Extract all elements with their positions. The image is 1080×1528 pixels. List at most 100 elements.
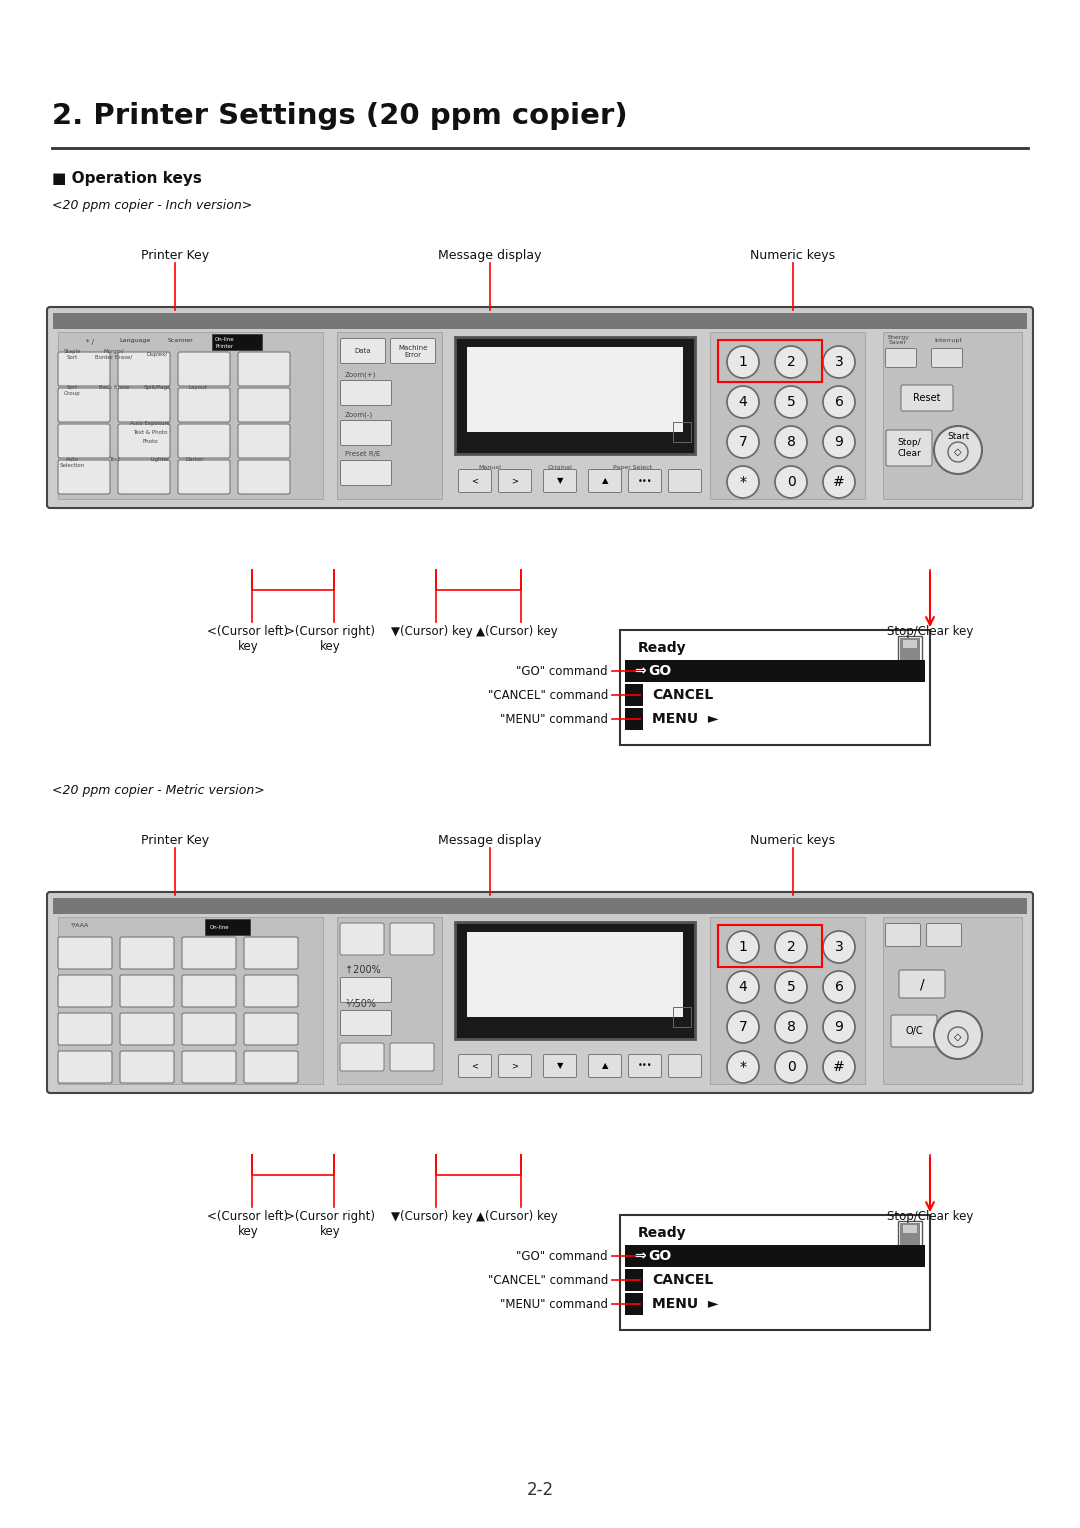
- Text: ▲(Cursor) key: ▲(Cursor) key: [476, 1210, 558, 1222]
- FancyBboxPatch shape: [340, 380, 391, 405]
- Text: #: #: [833, 475, 845, 489]
- Text: ◇: ◇: [955, 448, 962, 457]
- Circle shape: [727, 970, 759, 1002]
- Text: >(Cursor right)
key: >(Cursor right) key: [285, 1210, 375, 1238]
- Text: Numeric keys: Numeric keys: [751, 249, 836, 261]
- FancyBboxPatch shape: [391, 339, 435, 364]
- FancyBboxPatch shape: [120, 975, 174, 1007]
- Text: 4: 4: [739, 979, 747, 995]
- Text: <: <: [472, 1062, 478, 1071]
- FancyBboxPatch shape: [886, 429, 932, 466]
- Circle shape: [775, 426, 807, 458]
- Text: ■ Operation keys: ■ Operation keys: [52, 171, 202, 185]
- Text: Start: Start: [947, 431, 969, 440]
- FancyBboxPatch shape: [118, 460, 170, 494]
- Text: <20 ppm copier - Metric version>: <20 ppm copier - Metric version>: [52, 784, 265, 796]
- Bar: [718, 341, 822, 382]
- Text: Data: Data: [354, 348, 372, 354]
- Text: *: *: [740, 1060, 746, 1074]
- Text: >(Cursor right)
key: >(Cursor right) key: [285, 625, 375, 652]
- Text: "CANCEL" command: "CANCEL" command: [488, 689, 608, 701]
- Text: Staple: Staple: [64, 348, 81, 353]
- Bar: [337, 917, 442, 1083]
- FancyBboxPatch shape: [178, 460, 230, 494]
- Text: CANCEL: CANCEL: [652, 1273, 713, 1287]
- Text: #: #: [833, 1060, 845, 1074]
- FancyBboxPatch shape: [629, 1054, 661, 1077]
- Text: MENU  ►: MENU ►: [652, 1297, 718, 1311]
- Text: >: >: [512, 477, 518, 486]
- Circle shape: [727, 387, 759, 419]
- Text: 6: 6: [835, 396, 843, 410]
- Text: 1: 1: [739, 940, 747, 953]
- FancyBboxPatch shape: [244, 1013, 298, 1045]
- Text: Machine
Error: Machine Error: [399, 344, 428, 358]
- Bar: [455, 921, 696, 1039]
- Text: 0: 0: [786, 1060, 795, 1074]
- Text: 9: 9: [835, 1021, 843, 1034]
- Circle shape: [775, 387, 807, 419]
- Text: 1: 1: [739, 354, 747, 368]
- Bar: [337, 332, 442, 500]
- Bar: [897, 636, 922, 665]
- Text: Lighter: Lighter: [150, 457, 170, 461]
- Text: /: /: [920, 976, 924, 992]
- FancyBboxPatch shape: [886, 923, 920, 946]
- Bar: [673, 1007, 691, 1027]
- Bar: [903, 1225, 917, 1233]
- Text: GO: GO: [648, 665, 672, 678]
- Bar: [900, 1222, 920, 1247]
- Text: <: <: [472, 477, 478, 486]
- Circle shape: [823, 466, 855, 498]
- Text: Language: Language: [120, 338, 150, 342]
- Text: Paper Select: Paper Select: [613, 465, 652, 469]
- FancyBboxPatch shape: [238, 460, 291, 494]
- FancyBboxPatch shape: [238, 423, 291, 458]
- Text: Auto: Auto: [66, 457, 79, 461]
- FancyBboxPatch shape: [669, 1054, 702, 1077]
- FancyBboxPatch shape: [244, 937, 298, 969]
- FancyBboxPatch shape: [340, 1044, 384, 1071]
- Text: Interrupt: Interrupt: [934, 338, 962, 342]
- FancyBboxPatch shape: [178, 351, 230, 387]
- Bar: [900, 639, 920, 662]
- Text: •••: •••: [637, 477, 652, 486]
- Text: ▼: ▼: [557, 477, 564, 486]
- FancyBboxPatch shape: [183, 1051, 237, 1083]
- FancyBboxPatch shape: [58, 388, 110, 422]
- Bar: [620, 1215, 930, 1329]
- Bar: [205, 918, 249, 935]
- Bar: [897, 1221, 922, 1248]
- FancyBboxPatch shape: [340, 420, 391, 446]
- Bar: [467, 932, 683, 1018]
- Circle shape: [775, 1051, 807, 1083]
- Text: 0: 0: [786, 475, 795, 489]
- Circle shape: [823, 345, 855, 377]
- Text: MENU  ►: MENU ►: [652, 712, 718, 726]
- FancyBboxPatch shape: [899, 970, 945, 998]
- FancyBboxPatch shape: [901, 385, 953, 411]
- Text: ▲: ▲: [602, 477, 608, 486]
- Text: Sort: Sort: [66, 354, 78, 359]
- Bar: [467, 347, 683, 432]
- FancyBboxPatch shape: [340, 1010, 391, 1036]
- Text: Selection: Selection: [59, 463, 84, 468]
- Text: Duplex/: Duplex/: [147, 351, 167, 356]
- Text: */AAA: */AAA: [71, 923, 90, 927]
- Circle shape: [775, 1012, 807, 1044]
- FancyBboxPatch shape: [183, 937, 237, 969]
- Text: ▼(Cursor) key: ▼(Cursor) key: [391, 625, 473, 639]
- FancyBboxPatch shape: [178, 388, 230, 422]
- FancyBboxPatch shape: [58, 975, 112, 1007]
- Text: 2: 2: [786, 354, 795, 368]
- Text: On-line: On-line: [215, 336, 234, 341]
- Text: On-line: On-line: [211, 924, 230, 929]
- Text: ▲: ▲: [602, 1062, 608, 1071]
- Text: >: >: [512, 1062, 518, 1071]
- FancyBboxPatch shape: [886, 348, 917, 368]
- Circle shape: [775, 466, 807, 498]
- FancyBboxPatch shape: [58, 423, 110, 458]
- Circle shape: [727, 426, 759, 458]
- Text: 5: 5: [786, 396, 795, 410]
- Text: Ready: Ready: [638, 642, 687, 656]
